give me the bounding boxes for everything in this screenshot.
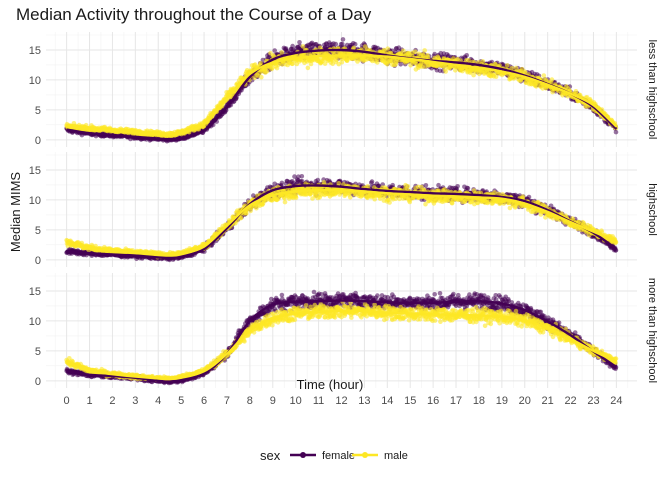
data-point [443, 69, 449, 74]
facet-strip-label: highschool [646, 183, 658, 236]
y-tick-label: 10 [29, 75, 41, 87]
data-point [455, 184, 460, 189]
data-point [272, 48, 278, 53]
data-point [369, 179, 375, 184]
facet-panel: 0 5 10 15 highschool [29, 152, 658, 267]
data-point [352, 41, 358, 47]
data-point [259, 74, 264, 80]
data-point [299, 174, 305, 179]
data-point [244, 211, 249, 216]
data-point [465, 186, 471, 191]
data-point [493, 74, 499, 79]
y-tick-label: 5 [35, 105, 41, 117]
data-point [340, 37, 346, 42]
data-point [526, 194, 532, 200]
y-tick-label: 0 [35, 255, 41, 267]
y-tick-label: 15 [29, 165, 41, 177]
data-point [613, 129, 619, 135]
data-point [541, 73, 547, 78]
data-point [422, 48, 428, 53]
data-point [398, 62, 404, 67]
data-point [279, 50, 285, 55]
chart-title: Median Activity throughout the Course of… [16, 5, 372, 24]
data-point [340, 41, 345, 47]
data-point [290, 43, 295, 49]
data-point [297, 40, 302, 45]
data-point [305, 65, 311, 71]
y-tick-label: 0 [35, 135, 41, 147]
data-point [264, 68, 270, 74]
data-point [504, 63, 510, 68]
y-tick-label: 15 [29, 45, 41, 57]
facet-panels: 0 5 10 15 less than highschool 0 5 10 15 highscho… [29, 32, 658, 388]
data-point [423, 183, 429, 188]
data-point [464, 53, 470, 58]
data-point [549, 77, 555, 82]
data-point [385, 46, 391, 51]
data-point [375, 60, 380, 65]
data-point [333, 41, 339, 47]
data-point [480, 59, 486, 64]
facet-strip-label: less than highschool [646, 40, 658, 140]
facet-panel: 0 5 10 15 less than highschool [29, 32, 658, 147]
data-point [279, 180, 285, 186]
data-point [238, 215, 244, 221]
y-tick-label: 5 [35, 225, 41, 237]
y-tick-label: 10 [29, 195, 41, 207]
